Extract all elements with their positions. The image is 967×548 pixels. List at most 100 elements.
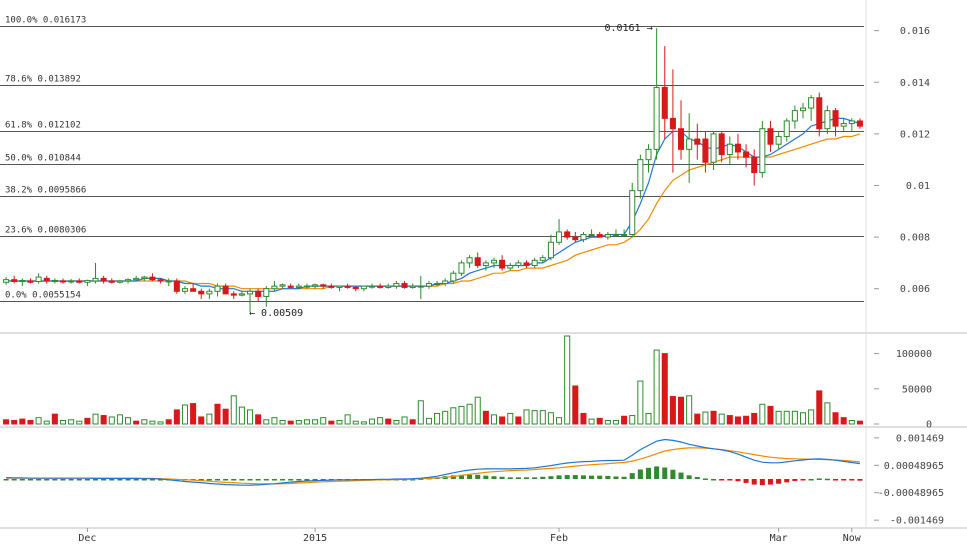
- candle-body: [165, 280, 172, 283]
- candle-body: [694, 138, 701, 145]
- macd-histogram-bar: [759, 479, 765, 486]
- candle: [393, 280, 400, 289]
- volume-bar: [35, 417, 42, 425]
- macd-histogram-bar: [580, 475, 586, 479]
- candle-body: [539, 257, 546, 261]
- candle-body: [775, 135, 782, 145]
- ma-slow-line: [6, 133, 861, 290]
- candle-body: [238, 293, 245, 296]
- macd-histogram-bar: [645, 467, 652, 479]
- candle: [247, 288, 254, 312]
- macd-histogram-bar: [572, 475, 578, 479]
- macd-histogram-bar: [833, 479, 839, 481]
- volume-bar: [401, 416, 408, 425]
- candle: [547, 234, 554, 261]
- candle: [133, 275, 140, 281]
- x-tick-label: Mar: [770, 533, 788, 544]
- macd-histogram-bar: [458, 474, 464, 479]
- volume-bar: [344, 414, 351, 425]
- candle-body: [116, 280, 123, 283]
- volume-bar: [263, 419, 270, 425]
- candle-body: [206, 290, 213, 295]
- macd-histogram-bar: [548, 476, 554, 479]
- candle-body: [783, 120, 790, 137]
- volume-bar: [141, 419, 148, 425]
- macd-histogram-bar: [450, 475, 456, 479]
- price-y-tick-label: 0.012: [900, 129, 930, 140]
- macd-histogram-bar: [109, 479, 115, 481]
- macd-line: [6, 438, 860, 486]
- volume-bar: [11, 419, 18, 425]
- volume-bar: [612, 419, 619, 425]
- volume-bar: [76, 420, 83, 425]
- candle: [157, 278, 164, 284]
- candle: [255, 288, 262, 302]
- macd-histogram-bar: [52, 479, 58, 481]
- macd-histogram-bar: [198, 479, 204, 481]
- volume-bar: [84, 417, 91, 425]
- candle: [108, 278, 115, 284]
- volume-bar: [3, 419, 10, 425]
- candle: [767, 120, 774, 152]
- volume-bar: [678, 396, 685, 425]
- candle-body: [263, 288, 270, 297]
- volume-bar: [515, 416, 522, 425]
- candle-body: [360, 285, 367, 290]
- candle-body: [604, 234, 611, 238]
- candle: [198, 288, 205, 300]
- macd-histogram-bar: [141, 479, 147, 481]
- volume-bar: [824, 402, 831, 425]
- macd-histogram-bar: [629, 473, 635, 479]
- candle-body: [84, 279, 91, 283]
- volume-bar: [271, 417, 278, 425]
- candle-body: [190, 288, 197, 292]
- candle-body: [417, 285, 424, 288]
- candle: [425, 280, 432, 289]
- volume-bar: [751, 412, 758, 425]
- candle: [604, 231, 611, 240]
- candle: [3, 277, 10, 285]
- candle-body: [336, 285, 343, 288]
- candle-body: [125, 279, 132, 282]
- candle: [352, 286, 359, 292]
- candle-body: [352, 286, 359, 290]
- volume-bar: [181, 404, 188, 425]
- volume-bar: [409, 419, 416, 425]
- volume-bar: [775, 410, 782, 425]
- candle: [726, 136, 733, 165]
- macd-histogram-bar: [597, 475, 603, 479]
- volume-bar: [694, 413, 701, 425]
- candle: [637, 154, 644, 199]
- volume-bar: [425, 417, 432, 425]
- macd-histogram-bar: [532, 477, 538, 479]
- candle: [173, 278, 180, 294]
- macd-histogram-bar: [589, 475, 595, 479]
- candle: [572, 231, 579, 243]
- volume-bar: [368, 418, 376, 425]
- macd-histogram-bar: [767, 479, 774, 485]
- macd-histogram-bar: [816, 478, 822, 480]
- candle: [816, 92, 823, 137]
- macd-histogram-bar: [686, 475, 692, 479]
- candle: [165, 278, 172, 287]
- macd-histogram-bar: [678, 472, 684, 479]
- volume-bar: [637, 380, 644, 425]
- candle: [743, 144, 750, 168]
- candle-body: [108, 280, 115, 283]
- candle-body: [11, 279, 18, 282]
- macd-histogram-bar: [467, 474, 473, 479]
- candle: [612, 229, 619, 238]
- macd-histogram-bar: [271, 479, 277, 481]
- candle: [791, 105, 798, 129]
- candle: [499, 255, 506, 271]
- volume-bar: [157, 421, 164, 425]
- candle-body: [791, 110, 798, 122]
- price-y-tick-label: 0.006: [900, 284, 930, 295]
- macd-y-tick-label: -0.001469: [890, 516, 944, 527]
- volume-bar: [458, 405, 465, 425]
- volume-bar: [490, 414, 498, 425]
- macd-histogram-bar: [84, 479, 90, 481]
- volume-bar: [734, 416, 741, 425]
- macd-histogram-bar: [540, 476, 546, 479]
